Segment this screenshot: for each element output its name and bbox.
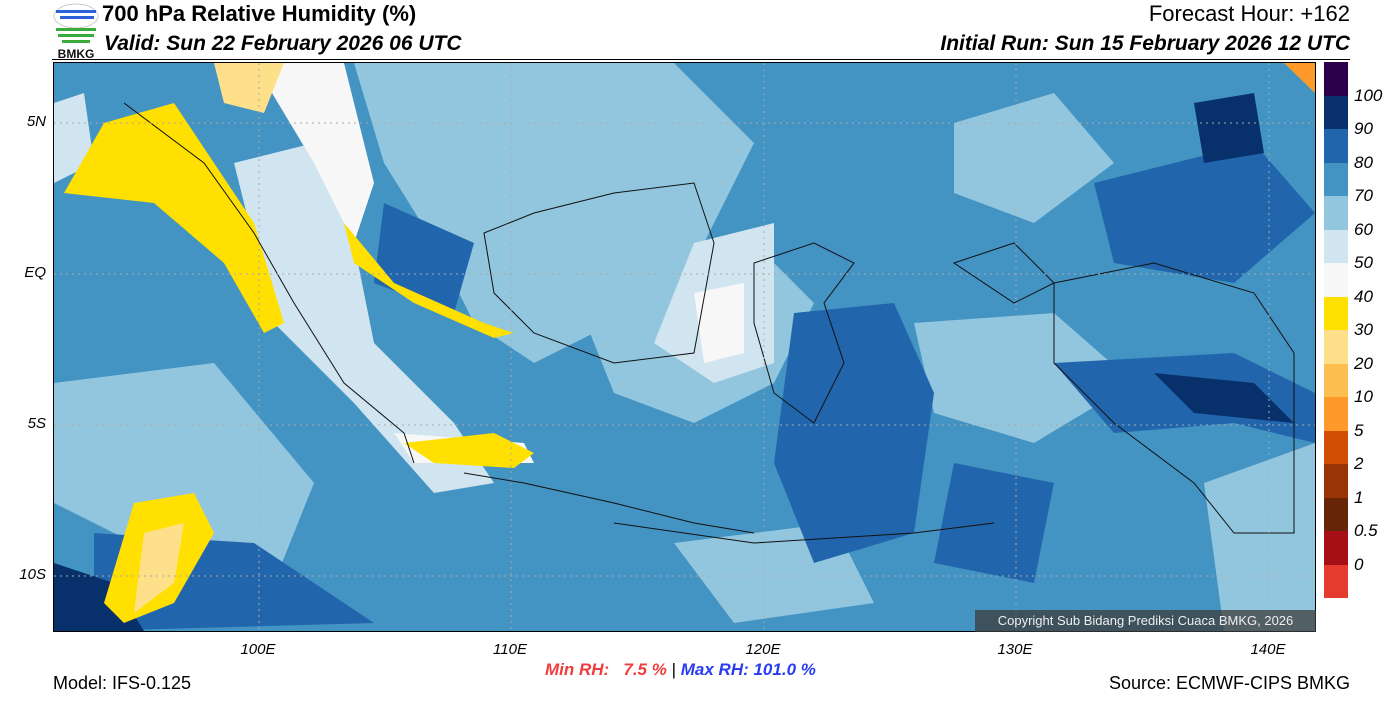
colorbar-bin <box>1324 196 1348 230</box>
colorbar-bin <box>1324 296 1348 330</box>
colorbar-bin <box>1324 564 1348 598</box>
colorbar-label: 80 <box>1354 152 1373 172</box>
colorbar-label: 90 <box>1354 119 1373 138</box>
colorbar-label: 0 <box>1354 554 1364 574</box>
copyright-notice: Copyright Sub Bidang Prediksi Cuaca BMKG… <box>975 610 1316 632</box>
colorbar-label: 1 <box>1354 487 1364 507</box>
lon-label-130e: 130E <box>997 641 1033 658</box>
gridlines <box>54 63 1315 631</box>
colorbar-label: 70 <box>1354 186 1373 205</box>
valid-time: Valid: Sun 22 February 2026 06 UTC <box>104 32 462 55</box>
lon-label-110e: 110E <box>493 641 527 658</box>
colorbar-label: 2 <box>1354 454 1364 473</box>
colorbar-label: 0.5 <box>1354 521 1378 540</box>
coastlines <box>123 102 1295 544</box>
colorbar-label: 10 <box>1354 387 1373 406</box>
lat-label-5n: 5N <box>26 113 46 130</box>
lon-label-140e: 140E <box>1250 641 1286 658</box>
stats-separator: | <box>671 660 677 679</box>
colorbar-label: 100 <box>1354 85 1383 105</box>
colorbar-bin <box>1324 497 1348 531</box>
max-rh: Max RH: 101.0 % <box>680 660 816 679</box>
model-label: Model: IFS-0.125 <box>53 673 192 693</box>
colorbar-bin <box>1324 464 1348 498</box>
colorbar-label: 40 <box>1354 286 1373 306</box>
initial-run: Initial Run: Sun 15 February 2026 12 UTC <box>940 32 1350 55</box>
bmkg-logo: BMKG <box>52 2 100 61</box>
colorbar-label: 30 <box>1354 320 1373 339</box>
forecast-hour: Forecast Hour: +162 <box>1148 1 1350 26</box>
colorbar-bin <box>1324 330 1348 364</box>
colorbar-bin <box>1324 62 1348 96</box>
colorbar-bin <box>1324 129 1348 163</box>
map-title: 700 hPa Relative Humidity (%) <box>102 1 417 26</box>
lon-label-100e: 100E <box>240 641 276 658</box>
colorbar <box>1324 62 1348 598</box>
humidity-field <box>54 63 1315 631</box>
colorbar-label: 5 <box>1354 420 1364 440</box>
colorbar-bin <box>1324 263 1348 297</box>
lat-label-5s: 5S <box>27 415 46 432</box>
lat-label-10s: 10S <box>19 566 46 583</box>
header-rule <box>52 59 1350 60</box>
rh-stats: Min RH: 7.5 % | Max RH: 101.0 % <box>545 660 816 680</box>
colorbar-bin <box>1324 531 1348 565</box>
rh-20-30-regions <box>134 63 284 613</box>
colorbar-bin <box>1324 363 1348 397</box>
colorbar-bin <box>1324 397 1348 431</box>
colorbar-label: 20 <box>1354 353 1373 373</box>
rh-60-70-regions <box>54 63 1315 631</box>
colorbar-bin <box>1324 95 1348 129</box>
humidity-map <box>53 62 1316 632</box>
colorbar-label: 60 <box>1354 219 1373 239</box>
source-label: Source: ECMWF-CIPS BMKG <box>1108 673 1350 693</box>
colorbar-bin <box>1324 162 1348 196</box>
lat-label-eq: EQ <box>24 264 46 281</box>
colorbar-bin <box>1324 229 1348 263</box>
rh-low-corner <box>1284 63 1315 93</box>
min-rh: Min RH: 7.5 % <box>545 660 667 679</box>
colorbar-label: 50 <box>1354 253 1373 272</box>
colorbar-bin <box>1324 430 1348 464</box>
lon-label-120e: 120E <box>745 641 781 658</box>
logo-text: BMKG <box>58 47 95 60</box>
